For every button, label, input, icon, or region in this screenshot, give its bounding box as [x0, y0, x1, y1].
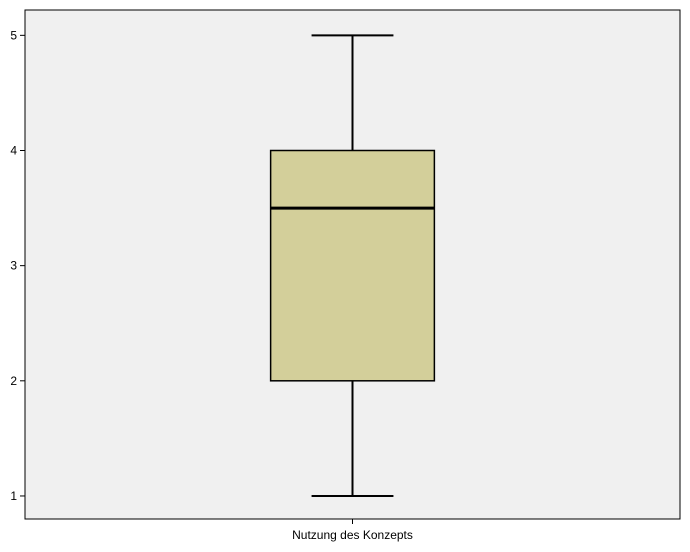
y-tick-label: 5	[10, 28, 17, 42]
x-category-label: Nutzung des Konzepts	[292, 528, 413, 542]
y-tick-label: 3	[10, 259, 17, 273]
y-tick-label: 2	[10, 374, 17, 388]
y-tick-label: 1	[10, 489, 17, 503]
y-tick-label: 4	[10, 143, 17, 157]
box-series	[269, 34, 436, 497]
iqr-box	[269, 149, 436, 382]
y-axis: 1 2 3 4 5	[10, 28, 25, 503]
x-axis: Nutzung des Konzepts	[292, 519, 413, 542]
